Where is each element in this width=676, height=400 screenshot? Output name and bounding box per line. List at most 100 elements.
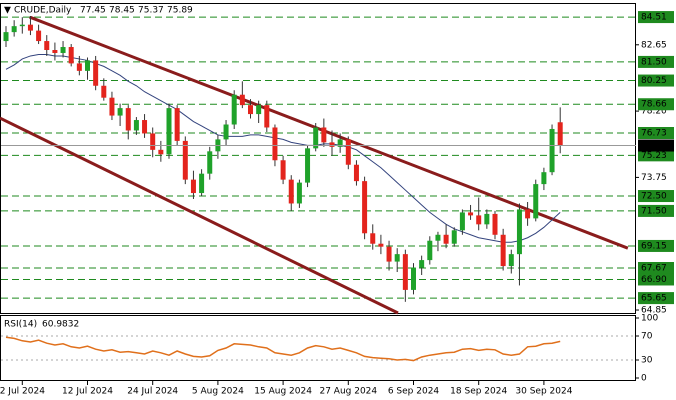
level-tag bbox=[638, 190, 674, 203]
candle-body bbox=[468, 212, 474, 216]
x-tick-label: 15 Aug 2024 bbox=[254, 387, 312, 397]
close: 75.89 bbox=[167, 6, 193, 16]
candle-body bbox=[101, 85, 107, 98]
y-tick-label: 78.20 bbox=[641, 107, 667, 117]
candle-body bbox=[280, 160, 286, 180]
trend-line bbox=[0, 116, 399, 315]
candle-body bbox=[296, 182, 302, 204]
candle-body bbox=[411, 267, 416, 290]
y-tick-label: 73.75 bbox=[641, 173, 667, 183]
candle-body bbox=[419, 260, 425, 268]
candle-body bbox=[516, 209, 522, 255]
level-label: 80.25 bbox=[641, 76, 667, 86]
candle-body bbox=[394, 254, 400, 262]
candle-body bbox=[142, 120, 148, 134]
high: 78.45 bbox=[109, 6, 135, 16]
header-bg bbox=[1, 4, 251, 16]
header-arrow: ▼ bbox=[4, 6, 11, 16]
level-label: 66.90 bbox=[641, 275, 667, 285]
candle-body bbox=[182, 140, 188, 180]
x-tick-label: 12 Jul 2024 bbox=[62, 387, 113, 397]
candle-body bbox=[541, 172, 547, 185]
candle-body bbox=[76, 63, 82, 71]
level-label: 71.50 bbox=[641, 206, 667, 216]
x-tick-label: 27 Aug 2024 bbox=[319, 387, 377, 397]
level-tag bbox=[638, 149, 674, 162]
level-tag bbox=[638, 261, 674, 274]
level-label: 69.15 bbox=[641, 241, 667, 251]
x-tick-label: 5 Aug 2024 bbox=[192, 387, 244, 397]
level-tag bbox=[638, 273, 674, 286]
candle-body bbox=[305, 148, 311, 183]
candle-body bbox=[451, 230, 457, 244]
candle-body bbox=[329, 142, 335, 147]
candle-body bbox=[337, 139, 343, 147]
candle-body bbox=[239, 94, 245, 106]
candle-body bbox=[60, 47, 66, 53]
candle-body bbox=[11, 26, 17, 33]
level-tag bbox=[638, 204, 674, 217]
candle-body bbox=[93, 60, 99, 86]
level-tag bbox=[638, 292, 674, 305]
candle-body bbox=[68, 47, 74, 64]
level-tag bbox=[638, 126, 674, 139]
candle-body bbox=[150, 133, 156, 150]
candle-body bbox=[231, 94, 237, 125]
y-tick-label: 0 bbox=[641, 374, 647, 384]
x-tick-label: 2 Jul 2024 bbox=[0, 387, 45, 397]
candle-body bbox=[264, 105, 270, 128]
level-label: 78.66 bbox=[641, 100, 667, 110]
candle-body bbox=[345, 139, 351, 165]
candle-body bbox=[125, 108, 131, 131]
level-label: 72.50 bbox=[641, 192, 667, 202]
candle-body bbox=[85, 60, 90, 71]
price-tag bbox=[638, 139, 674, 152]
candle-body bbox=[44, 41, 50, 51]
candle-body bbox=[362, 181, 368, 234]
x-tick-label: 6 Sep 2024 bbox=[388, 387, 440, 397]
level-label: 67.67 bbox=[641, 263, 667, 273]
candle-body bbox=[435, 234, 441, 241]
candle-body bbox=[288, 179, 294, 204]
level-tag bbox=[638, 98, 674, 111]
candle-body bbox=[313, 127, 319, 149]
y-tick-label: 82.65 bbox=[641, 40, 667, 50]
level-tag bbox=[638, 55, 674, 68]
rsi-title: RSI(14) bbox=[4, 320, 37, 330]
y-tick-label: 30 bbox=[641, 356, 653, 366]
candle-body bbox=[248, 105, 253, 115]
y-tick-label: 70 bbox=[641, 332, 653, 342]
candle-body bbox=[190, 179, 196, 194]
candle-body bbox=[427, 240, 433, 261]
low: 75.37 bbox=[138, 6, 164, 16]
level-label: 65.65 bbox=[641, 294, 667, 304]
candle-body bbox=[459, 212, 465, 231]
x-tick-label: 30 Sep 2024 bbox=[515, 387, 572, 397]
rsi-line bbox=[5, 336, 561, 362]
candle-body bbox=[166, 108, 172, 155]
level-tag bbox=[638, 239, 674, 252]
candle-body bbox=[525, 209, 531, 219]
candle-body bbox=[353, 164, 359, 182]
candle-body bbox=[500, 234, 506, 267]
candle-body bbox=[370, 233, 376, 244]
candle-body bbox=[207, 151, 213, 174]
candle-body bbox=[533, 184, 539, 219]
candle-body bbox=[443, 234, 449, 244]
candle-body bbox=[117, 108, 123, 116]
level-label: 75.23 bbox=[641, 151, 667, 161]
candle-body bbox=[109, 97, 115, 116]
candle-body bbox=[199, 173, 205, 194]
candle-body bbox=[402, 254, 408, 290]
candle-body bbox=[174, 108, 180, 141]
candle-body bbox=[256, 105, 262, 115]
candle-body bbox=[484, 213, 490, 225]
x-tick-label: 18 Sep 2024 bbox=[450, 387, 507, 397]
price-label: 75.89 bbox=[641, 141, 667, 151]
candle-body bbox=[557, 122, 563, 146]
level-label: 84.51 bbox=[641, 13, 667, 23]
y-tick-label: 100 bbox=[641, 314, 658, 324]
candle-body bbox=[492, 213, 498, 235]
